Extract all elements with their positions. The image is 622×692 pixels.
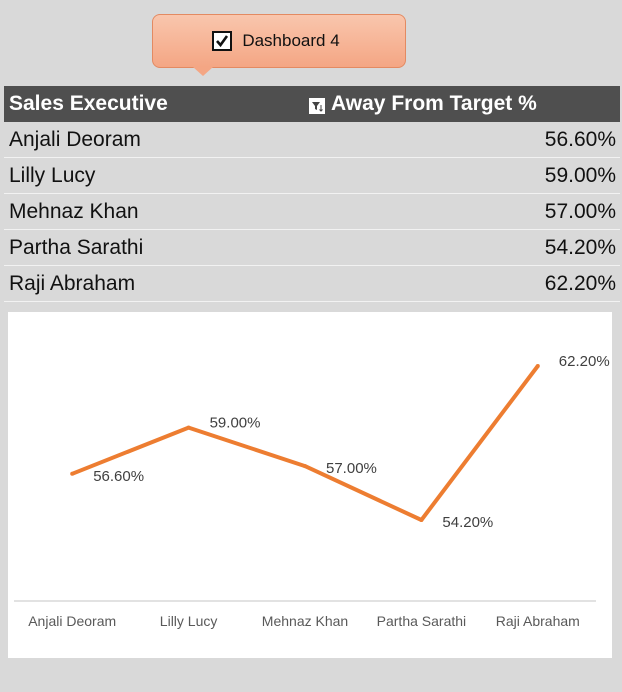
target-percent: 54.20% [544,235,616,259]
table-row: Raji Abraham 62.20% [4,266,620,302]
data-label: 57.00% [326,460,377,477]
target-percent: 57.00% [544,199,616,223]
data-label: 59.00% [210,415,261,432]
executive-name: Mehnaz Khan [9,199,139,223]
header-sales-executive: Sales Executive [9,92,168,115]
series-line[interactable] [71,364,540,522]
callout-pointer [193,67,213,76]
table-row: Mehnaz Khan 57.00% [4,194,620,230]
data-point[interactable] [535,364,540,368]
x-tick-label: Raji Abraham [496,613,580,629]
checkbox-checked-icon[interactable] [212,31,233,51]
x-tick-label: Mehnaz Khan [262,613,348,629]
target-percent: 62.20% [544,271,616,295]
table-row: Anjali Deoram 56.60% [4,122,620,158]
x-tick-label: Partha Sarathi [377,613,467,629]
dashboard-label: Dashboard 4 [242,31,340,50]
data-point[interactable] [186,425,191,430]
line-chart[interactable]: 56.60% Anjali Deoram 59.00% Lilly Lucy 57.00… [8,312,612,658]
sales-table: Sales Executive Away From Target % Anjal… [4,86,620,302]
header-away-from-target: Away From Target % [331,92,537,115]
table-row: Lilly Lucy 59.00% [4,158,620,194]
executive-name: Partha Sarathi [9,235,144,259]
executive-name: Raji Abraham [9,271,136,295]
executive-name: Lilly Lucy [9,163,96,187]
data-point[interactable] [70,471,75,476]
filter-dropdown-icon[interactable] [309,98,325,114]
dashboard-callout[interactable]: Dashboard 4 [152,14,406,68]
data-point[interactable] [419,518,424,522]
x-tick-label: Lilly Lucy [160,613,218,629]
data-label: 56.60% [93,468,144,485]
data-point[interactable] [303,464,307,469]
data-label: 62.20% [559,353,610,370]
target-percent: 59.00% [544,163,616,187]
table-row: Partha Sarathi 54.20% [4,230,620,266]
executive-name: Anjali Deoram [9,127,141,151]
table-header: Sales Executive Away From Target % [4,86,620,122]
target-percent: 56.60% [544,127,616,151]
chart-canvas: 56.60% Anjali Deoram 59.00% Lilly Lucy 57.00… [14,353,610,629]
x-tick-label: Anjali Deoram [28,613,116,629]
data-label: 54.20% [442,514,493,531]
